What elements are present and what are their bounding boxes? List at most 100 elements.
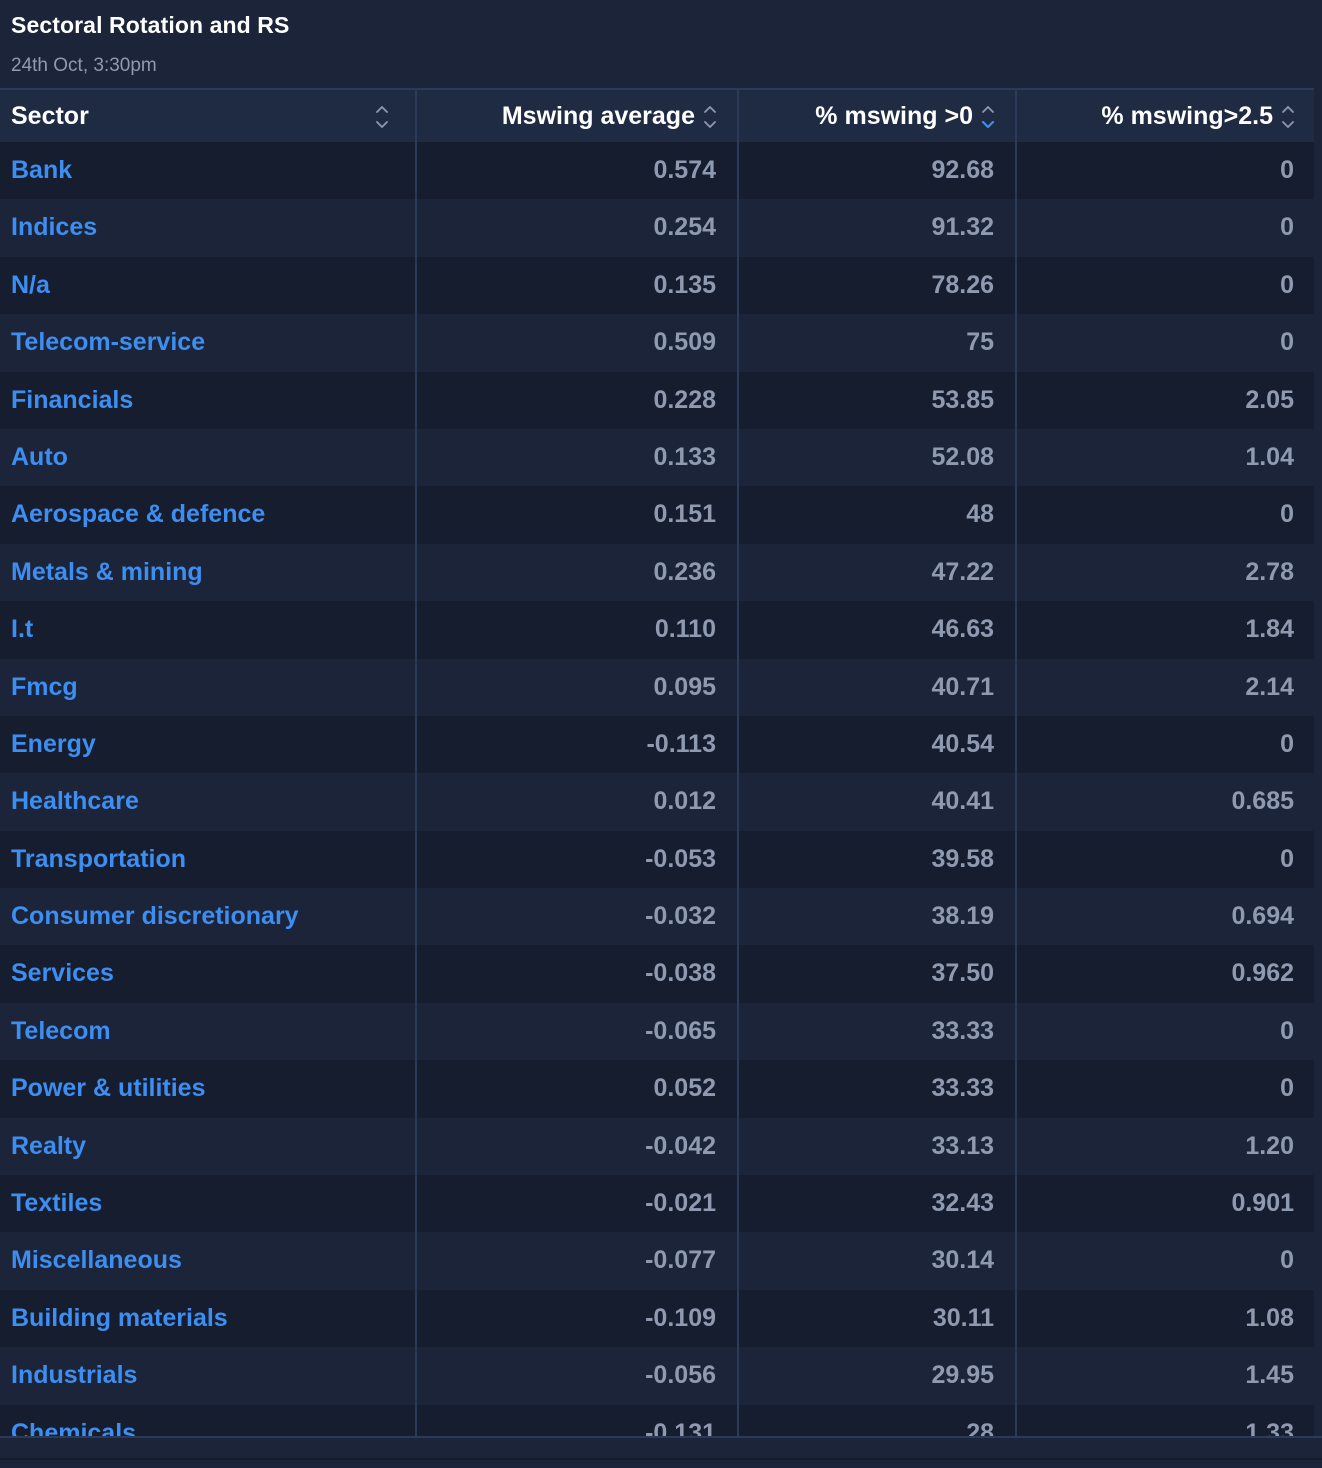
sector-link[interactable]: I.t: [11, 615, 34, 644]
pct-mswing-gt-2-5-value: 0: [1280, 1074, 1294, 1103]
sector-link[interactable]: Telecom: [11, 1016, 111, 1045]
pct-mswing-gt-0-value: 32.43: [931, 1189, 994, 1218]
pct-mswing-gt-0-value: 29.95: [931, 1361, 994, 1390]
pct-mswing-gt-2-5-value: 1.84: [1245, 615, 1294, 644]
table-row[interactable]: Energy -0.113 40.54 0: [0, 715, 1314, 774]
sector-link[interactable]: Building materials: [11, 1303, 228, 1332]
sector-link[interactable]: Auto: [11, 442, 68, 471]
table-row[interactable]: Bank 0.574 92.68 0: [0, 142, 1314, 200]
column-header-label: Mswing average: [501, 102, 695, 130]
pct-mswing-gt-2-5-value: 1.04: [1245, 442, 1294, 471]
mswing-average-value: 0.133: [653, 442, 716, 471]
mswing-average-value: 0.574: [653, 156, 716, 184]
column-header-sector[interactable]: Sector: [0, 90, 415, 142]
sector-link[interactable]: Metals & mining: [11, 557, 203, 586]
chevron-up-down-icon[interactable]: [1280, 101, 1296, 133]
pct-mswing-gt-0-value: 33.33: [931, 1074, 994, 1103]
table-row[interactable]: Fmcg 0.095 40.71 2.14: [0, 658, 1314, 716]
table-row[interactable]: Auto 0.133 52.08 1.04: [0, 428, 1314, 487]
column-header-pct-mswing-gt-0[interactable]: % mswing >0: [739, 90, 1015, 142]
pct-mswing-gt-2-5-value: 0: [1280, 1246, 1294, 1275]
column-header-pct-mswing-gt-2-5[interactable]: % mswing>2.5: [1017, 90, 1313, 142]
pct-mswing-gt-0-value: 92.68: [931, 156, 994, 184]
table-row[interactable]: Telecom-service 0.509 75 0: [0, 314, 1314, 372]
pct-mswing-gt-2-5-value: 2.78: [1245, 557, 1294, 586]
table-body: Bank 0.574 92.68 0 Indices 0.254 91.32 0 N/a 0.13…: [0, 142, 1314, 1436]
sector-link[interactable]: Realty: [11, 1131, 87, 1160]
sector-link[interactable]: Chemicals: [11, 1418, 137, 1436]
mswing-average-value: -0.038: [645, 959, 716, 988]
table-row[interactable]: Realty -0.042 33.13 1.20: [0, 1117, 1314, 1176]
table-row[interactable]: Indices 0.254 91.32 0: [0, 199, 1314, 257]
mswing-average-value: 0.509: [653, 328, 716, 357]
table-row[interactable]: Financials 0.228 53.85 2.05: [0, 371, 1314, 429]
sector-table: Sector Mswing average % mswing >0 % mswi…: [0, 88, 1322, 1436]
pct-mswing-gt-2-5-value: 0: [1280, 500, 1294, 529]
table-row[interactable]: Miscellaneous -0.077 30.14 0: [0, 1232, 1314, 1290]
sector-link[interactable]: Services: [11, 959, 114, 988]
table-row[interactable]: Metals & mining 0.236 47.22 2.78: [0, 543, 1314, 602]
chevron-up-down-icon[interactable]: [374, 101, 390, 133]
table-row[interactable]: Healthcare 0.012 40.41 0.685: [0, 773, 1314, 831]
table-row[interactable]: Consumer discretionary -0.032 38.19 0.694: [0, 888, 1314, 946]
pct-mswing-gt-0-value: 37.50: [931, 959, 994, 988]
mswing-average-value: -0.032: [645, 902, 716, 931]
column-header-label: % mswing >0: [815, 102, 973, 130]
pct-mswing-gt-0-value: 40.54: [931, 729, 994, 758]
table-row[interactable]: I.t 0.110 46.63 1.84: [0, 601, 1314, 659]
table-row[interactable]: Building materials -0.109 30.11 1.08: [0, 1289, 1314, 1348]
column-header-mswing-average[interactable]: Mswing average: [417, 90, 737, 142]
mswing-average-value: 0.052: [653, 1074, 716, 1103]
pct-mswing-gt-0-value: 53.85: [931, 385, 994, 414]
pct-mswing-gt-2-5-value: 0: [1280, 156, 1294, 184]
pct-mswing-gt-0-value: 75: [966, 328, 994, 357]
table-row[interactable]: Telecom -0.065 33.33 0: [0, 1002, 1314, 1061]
sector-link[interactable]: Power & utilities: [11, 1074, 206, 1103]
sector-link[interactable]: Consumer discretionary: [11, 902, 299, 931]
table-row[interactable]: Power & utilities 0.052 33.33 0: [0, 1060, 1314, 1118]
mswing-average-value: 0.095: [653, 672, 716, 701]
pct-mswing-gt-2-5-value: 0: [1280, 844, 1294, 873]
chevron-up-down-icon[interactable]: [702, 101, 718, 133]
sector-link[interactable]: Telecom-service: [11, 328, 206, 357]
widget-timestamp: 24th Oct, 3:30pm: [11, 55, 157, 76]
sector-link[interactable]: Fmcg: [11, 672, 78, 701]
pct-mswing-gt-2-5-value: 0.685: [1231, 787, 1294, 816]
pct-mswing-gt-0-value: 28: [966, 1418, 994, 1436]
mswing-average-value: 0.254: [653, 213, 716, 242]
vertical-scrollbar[interactable]: [1314, 88, 1322, 1436]
sector-link[interactable]: Energy: [11, 729, 96, 758]
table-row[interactable]: Textiles -0.021 32.43 0.901: [0, 1175, 1314, 1233]
pct-mswing-gt-0-value: 40.71: [931, 672, 994, 701]
column-divider: [737, 88, 739, 1436]
pct-mswing-gt-2-5-value: 0: [1280, 213, 1294, 242]
pct-mswing-gt-2-5-value: 1.45: [1245, 1361, 1294, 1390]
table-row[interactable]: N/a 0.135 78.26 0: [0, 256, 1314, 315]
table-row[interactable]: Industrials -0.056 29.95 1.45: [0, 1347, 1314, 1405]
table-row[interactable]: Transportation -0.053 39.58 0: [0, 830, 1314, 889]
pct-mswing-gt-0-value: 33.33: [931, 1016, 994, 1045]
column-divider: [1015, 88, 1017, 1436]
sector-link[interactable]: Textiles: [11, 1189, 103, 1218]
mswing-average-value: 0.110: [654, 615, 716, 644]
table-row[interactable]: Chemicals -0.131 28 1.33: [0, 1404, 1314, 1436]
sector-link[interactable]: Healthcare: [11, 787, 139, 816]
pct-mswing-gt-2-5-value: 0: [1280, 1016, 1294, 1045]
pct-mswing-gt-0-value: 33.13: [931, 1131, 994, 1160]
sector-link[interactable]: Bank: [11, 156, 73, 184]
mswing-average-value: 0.228: [653, 385, 716, 414]
sector-link[interactable]: Transportation: [11, 844, 187, 873]
pct-mswing-gt-2-5-value: 0.962: [1231, 959, 1294, 988]
sector-link[interactable]: Indices: [11, 213, 98, 242]
pct-mswing-gt-0-value: 40.41: [931, 787, 994, 816]
sector-link[interactable]: Industrials: [11, 1361, 138, 1390]
sort-descending-icon[interactable]: [980, 101, 996, 133]
sector-link[interactable]: Aerospace & defence: [11, 500, 266, 529]
table-row[interactable]: Services -0.038 37.50 0.962: [0, 945, 1314, 1003]
mswing-average-value: -0.042: [645, 1131, 716, 1160]
table-row[interactable]: Aerospace & defence 0.151 48 0: [0, 486, 1314, 544]
sector-link[interactable]: Miscellaneous: [11, 1246, 182, 1275]
sector-link[interactable]: Financials: [11, 385, 134, 414]
pct-mswing-gt-0-value: 46.63: [931, 615, 994, 644]
sector-link[interactable]: N/a: [11, 270, 50, 299]
